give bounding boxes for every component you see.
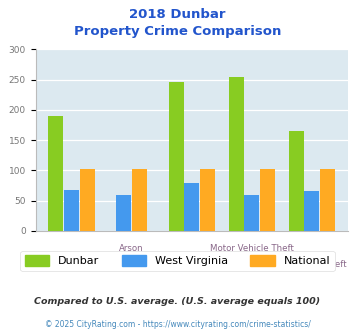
Bar: [289, 131, 304, 231]
Bar: [64, 190, 79, 231]
Text: Burglary: Burglary: [173, 260, 210, 269]
Legend: Dunbar, West Virginia, National: Dunbar, West Virginia, National: [20, 250, 335, 271]
Text: 2018 Dunbar: 2018 Dunbar: [129, 8, 226, 21]
Bar: [320, 169, 335, 231]
Text: Compared to U.S. average. (U.S. average equals 100): Compared to U.S. average. (U.S. average …: [34, 297, 321, 306]
Bar: [244, 195, 259, 231]
Bar: [200, 169, 215, 231]
Bar: [260, 169, 275, 231]
Bar: [169, 82, 184, 231]
Text: Arson: Arson: [119, 244, 144, 253]
Bar: [229, 77, 244, 231]
Text: © 2025 CityRating.com - https://www.cityrating.com/crime-statistics/: © 2025 CityRating.com - https://www.city…: [45, 320, 310, 329]
Bar: [48, 116, 64, 231]
Bar: [304, 191, 320, 231]
Text: All Property Crime: All Property Crime: [33, 260, 111, 269]
Bar: [184, 182, 199, 231]
Text: Property Crime Comparison: Property Crime Comparison: [74, 25, 281, 38]
Bar: [132, 169, 147, 231]
Text: Larceny & Theft: Larceny & Theft: [278, 260, 346, 269]
Bar: [116, 195, 131, 231]
Bar: [80, 169, 95, 231]
Text: Motor Vehicle Theft: Motor Vehicle Theft: [210, 244, 294, 253]
